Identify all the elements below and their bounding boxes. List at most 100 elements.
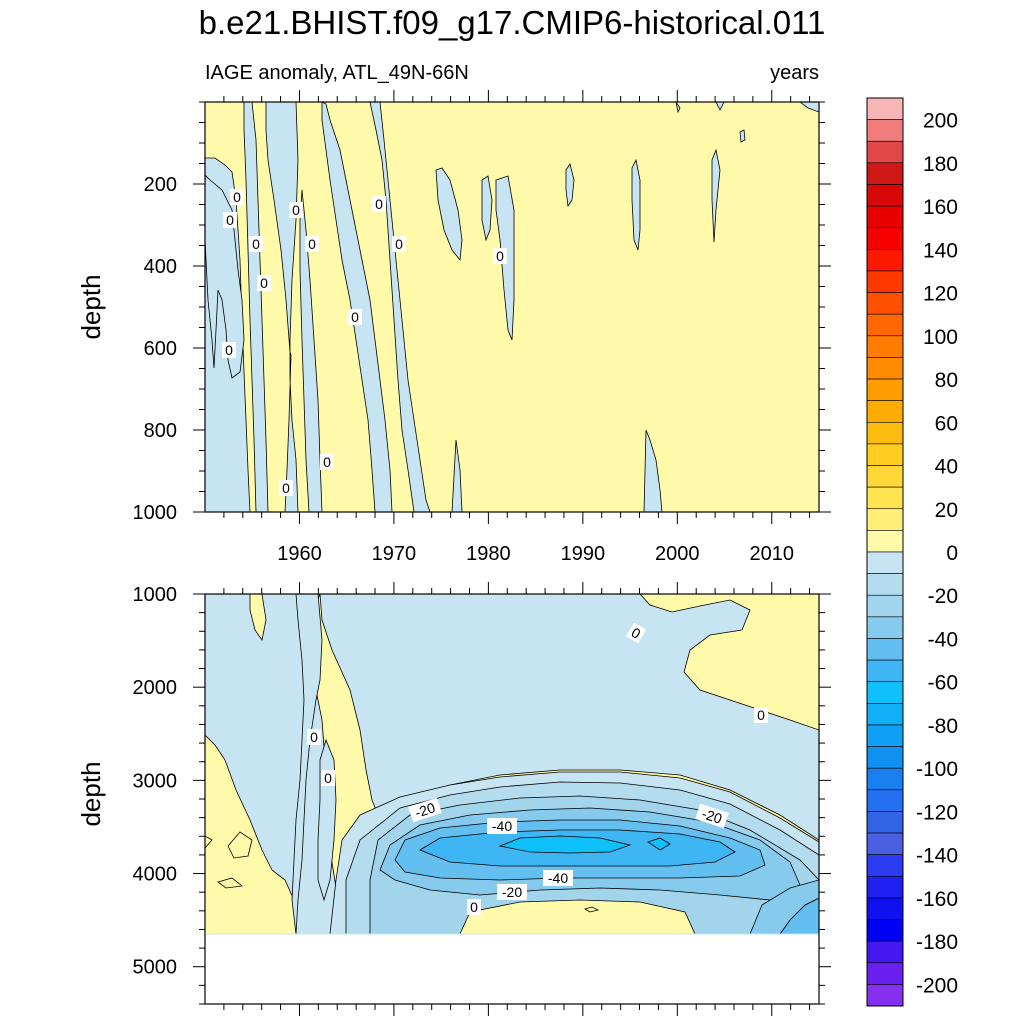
upper-contour-labels: 0 0 0 0 0 0 0 0 0 0 0 0 0 xyxy=(222,189,507,496)
contour-label: -40 xyxy=(543,870,573,886)
y-tick-label: 1000 xyxy=(133,584,178,606)
y-tick-label: 2000 xyxy=(133,677,178,699)
chart-subtitle-units: years xyxy=(770,62,819,84)
colorbar-box xyxy=(866,400,904,423)
colorbar-label: -40 xyxy=(928,628,958,651)
colorbar-box xyxy=(866,681,904,704)
contour-label-text: 0 xyxy=(324,770,332,786)
upper-region-top-right-3 xyxy=(799,102,819,113)
colorbar-box xyxy=(866,984,904,1007)
contour-label-text: 0 xyxy=(260,275,268,291)
colorbar-label: -120 xyxy=(916,801,958,824)
contour-label: 0 xyxy=(348,309,362,325)
upper-region-dot-1 xyxy=(739,129,746,143)
contour-label: -40 xyxy=(487,818,517,834)
upper-negative-regions xyxy=(205,102,819,512)
contour-label: 0 xyxy=(320,454,334,470)
contour-label-text: 0 xyxy=(310,729,318,745)
upper-region-strip-1963 xyxy=(321,102,393,512)
upper-region-strip-1977 xyxy=(451,439,463,512)
colorbar-box xyxy=(866,530,904,553)
contour-label-bg xyxy=(497,884,527,900)
axis-labels: 200 400 600 800 1000 depth 1000 2000 3000 4000 500… xyxy=(76,174,794,979)
colorbar-box xyxy=(866,962,904,985)
contour-label-bg xyxy=(348,309,362,325)
contour-label-bg xyxy=(257,275,271,291)
chart-subtitle-variable: IAGE anomaly, ATL_49N-66N xyxy=(205,62,469,84)
colorbar-box xyxy=(866,573,904,596)
x-tick-label: 1960 xyxy=(277,543,322,565)
upper-region-top-right-1 xyxy=(675,102,681,114)
contour-label-bg xyxy=(467,899,481,915)
contour-label-bg xyxy=(372,196,386,212)
chart-title: b.e21.BHIST.f09_g17.CMIP6-historical.011 xyxy=(198,4,826,41)
contour-label-text: -40 xyxy=(548,870,568,886)
lower-region-top-left xyxy=(249,594,267,641)
contour-label-text: 0 xyxy=(375,196,383,212)
colorbar-box xyxy=(866,119,904,142)
colorbar-label: -80 xyxy=(928,715,958,738)
colorbar-box xyxy=(866,724,904,747)
y-axis-title: depth xyxy=(76,761,106,826)
colorbar-box xyxy=(866,313,904,337)
colorbar-box xyxy=(866,811,904,834)
colorbar-box xyxy=(866,616,904,639)
contour-label: 0 xyxy=(249,236,263,252)
colorbar-box xyxy=(866,659,904,683)
colorbar-box xyxy=(866,162,904,185)
colorbar-label: -160 xyxy=(916,888,958,911)
colorbar-label: 20 xyxy=(935,499,958,522)
contour-label-text: 0 xyxy=(757,707,765,723)
colorbar-label: -60 xyxy=(928,672,958,695)
colorbar-box xyxy=(866,443,904,466)
colorbar-label: -140 xyxy=(916,845,958,868)
colorbar-label: 200 xyxy=(923,110,958,133)
contour-label: 0 xyxy=(625,622,647,644)
colorbar-label: -100 xyxy=(916,758,958,781)
contour-label: 0 xyxy=(257,275,271,291)
colorbar-box xyxy=(866,746,904,769)
contour-label-bg xyxy=(249,236,263,252)
colorbar-box xyxy=(866,97,904,120)
contour-label-bg xyxy=(695,803,729,829)
contour-label-bg xyxy=(320,454,334,470)
contour-label-bg xyxy=(625,622,647,644)
y-tick-label: 600 xyxy=(144,338,177,360)
colorbar-label: -200 xyxy=(916,974,958,997)
colorbar-box xyxy=(866,227,904,250)
x-tick-label: 1980 xyxy=(466,543,511,565)
contour-label: 0 xyxy=(222,342,236,358)
colorbar-box xyxy=(866,486,904,510)
contour-label-bg xyxy=(321,770,335,786)
x-tick-label: 2010 xyxy=(750,543,795,565)
colorbar-label: -180 xyxy=(916,931,958,954)
upper-region-strip-1979 xyxy=(481,175,493,242)
lower-patch-left-1 xyxy=(227,831,253,859)
colorbar-box xyxy=(866,551,904,574)
contour-label-text: 0 xyxy=(496,248,504,264)
colorbar-box xyxy=(866,140,904,164)
contour-label: 0 xyxy=(279,480,293,496)
contour-label-text: 0 xyxy=(351,309,359,325)
lower-nodata-region xyxy=(205,934,819,1004)
colorbar-box xyxy=(866,767,904,791)
contour-label: -20 xyxy=(497,884,527,900)
contour-label-bg xyxy=(754,707,768,723)
contour-label-text: -20 xyxy=(700,805,724,827)
contour-label-bg xyxy=(230,189,244,205)
colorbar-box xyxy=(866,378,904,401)
axes xyxy=(193,90,831,1016)
contour-label-text: 0 xyxy=(308,236,316,252)
colorbar-box xyxy=(866,875,904,899)
x-tick-label: 1970 xyxy=(372,543,417,565)
contour-label-bg xyxy=(487,818,517,834)
colorbar-box xyxy=(866,832,904,855)
colorbar-label: 80 xyxy=(935,369,958,392)
lower-negative-shading xyxy=(329,771,819,934)
colorbar-box xyxy=(866,508,904,531)
contour-label-text: 0 xyxy=(225,342,233,358)
contour-label: 0 xyxy=(392,236,406,252)
contour-label-text: -40 xyxy=(492,818,512,834)
upper-region-strip-1995 xyxy=(631,158,641,251)
